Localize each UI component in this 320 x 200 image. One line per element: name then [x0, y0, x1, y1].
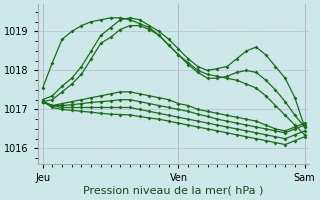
X-axis label: Pression niveau de la mer( hPa ): Pression niveau de la mer( hPa ) [84, 186, 264, 196]
